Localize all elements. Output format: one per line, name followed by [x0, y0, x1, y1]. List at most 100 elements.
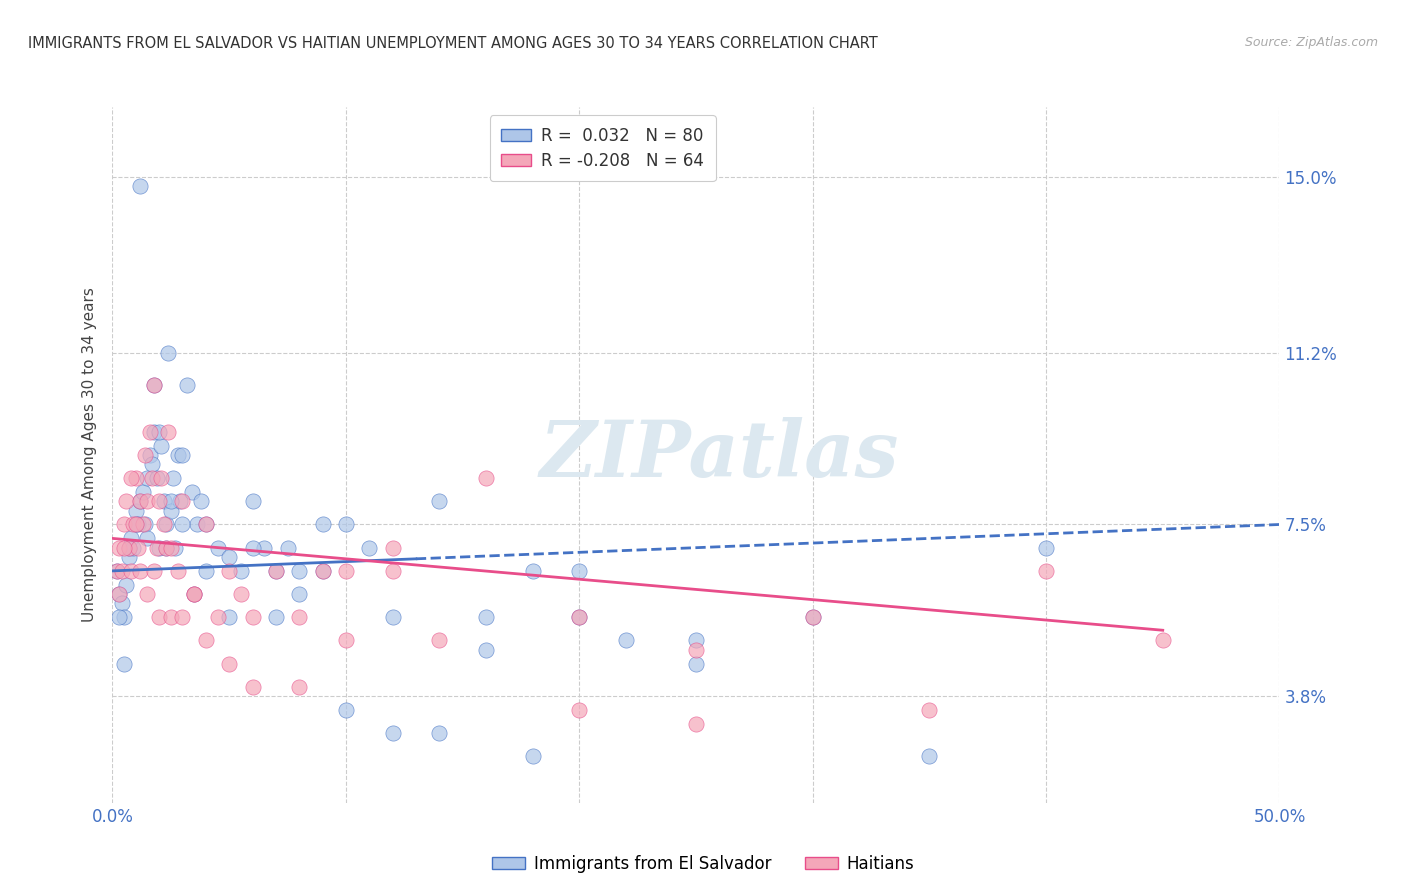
Point: [125, 503, 148, 517]
Point: [359, 541, 381, 555]
Point: [111, 596, 134, 610]
Point: [146, 471, 169, 485]
Point: [1035, 541, 1057, 555]
Point: [311, 517, 333, 532]
Point: [134, 517, 156, 532]
Point: [162, 471, 184, 485]
Point: [801, 610, 824, 624]
Point: [150, 471, 173, 485]
Point: [172, 517, 194, 532]
Point: [186, 517, 208, 532]
Point: [122, 541, 145, 555]
Point: [143, 378, 166, 392]
Point: [194, 517, 217, 532]
Point: [143, 378, 166, 392]
Point: [381, 726, 404, 740]
Point: [264, 564, 287, 578]
Point: [160, 494, 183, 508]
Point: [136, 494, 159, 508]
Y-axis label: Unemployment Among Ages 30 to 34 years: Unemployment Among Ages 30 to 34 years: [82, 287, 97, 623]
Point: [242, 680, 264, 694]
Point: [614, 633, 637, 648]
Point: [190, 494, 212, 508]
Point: [264, 610, 287, 624]
Point: [112, 657, 135, 671]
Point: [381, 564, 404, 578]
Point: [105, 564, 128, 578]
Point: [112, 517, 135, 532]
Point: [120, 564, 142, 578]
Point: [165, 541, 187, 555]
Point: [112, 610, 135, 624]
Point: [183, 587, 205, 601]
Point: [148, 610, 170, 624]
Point: [1152, 633, 1174, 648]
Point: [194, 564, 217, 578]
Point: [335, 517, 357, 532]
Point: [183, 587, 205, 601]
Point: [150, 439, 173, 453]
Point: [172, 610, 194, 624]
Point: [118, 541, 141, 555]
Point: [522, 749, 544, 764]
Point: [169, 494, 191, 508]
Point: [1035, 564, 1057, 578]
Point: [118, 541, 141, 555]
Point: [120, 532, 142, 546]
Point: [141, 457, 163, 471]
Point: [125, 517, 148, 532]
Point: [166, 448, 188, 462]
Point: [253, 541, 276, 555]
Point: [685, 642, 707, 657]
Point: [194, 517, 217, 532]
Point: [288, 610, 311, 624]
Point: [166, 564, 188, 578]
Point: [153, 494, 176, 508]
Point: [115, 494, 138, 508]
Point: [125, 517, 148, 532]
Point: [335, 703, 357, 717]
Point: [218, 564, 240, 578]
Point: [148, 425, 170, 439]
Point: [155, 517, 177, 532]
Point: [427, 726, 450, 740]
Text: Source: ZipAtlas.com: Source: ZipAtlas.com: [1244, 36, 1378, 49]
Point: [218, 657, 240, 671]
Point: [136, 471, 159, 485]
Point: [335, 564, 357, 578]
Point: [160, 610, 183, 624]
Point: [381, 610, 404, 624]
Point: [155, 541, 177, 555]
Point: [127, 541, 149, 555]
Point: [129, 494, 152, 508]
Point: [288, 587, 311, 601]
Point: [172, 448, 194, 462]
Point: [427, 633, 450, 648]
Point: [381, 541, 404, 555]
Point: [118, 549, 141, 564]
Point: [157, 346, 180, 360]
Point: [129, 494, 152, 508]
Point: [127, 517, 149, 532]
Point: [153, 517, 176, 532]
Text: ZIPatlas: ZIPatlas: [540, 417, 898, 493]
Point: [125, 471, 148, 485]
Point: [218, 549, 240, 564]
Point: [918, 749, 941, 764]
Point: [155, 541, 177, 555]
Point: [475, 642, 498, 657]
Point: [242, 541, 264, 555]
Point: [311, 564, 333, 578]
Point: [288, 680, 311, 694]
Point: [242, 494, 264, 508]
Point: [148, 541, 170, 555]
Point: [134, 448, 156, 462]
Legend: R =  0.032   N = 80, R = -0.208   N = 64: R = 0.032 N = 80, R = -0.208 N = 64: [489, 115, 716, 181]
Point: [288, 564, 311, 578]
Point: [112, 541, 135, 555]
Point: [311, 564, 333, 578]
Point: [918, 703, 941, 717]
Point: [139, 425, 162, 439]
Point: [176, 378, 198, 392]
Point: [129, 178, 152, 193]
